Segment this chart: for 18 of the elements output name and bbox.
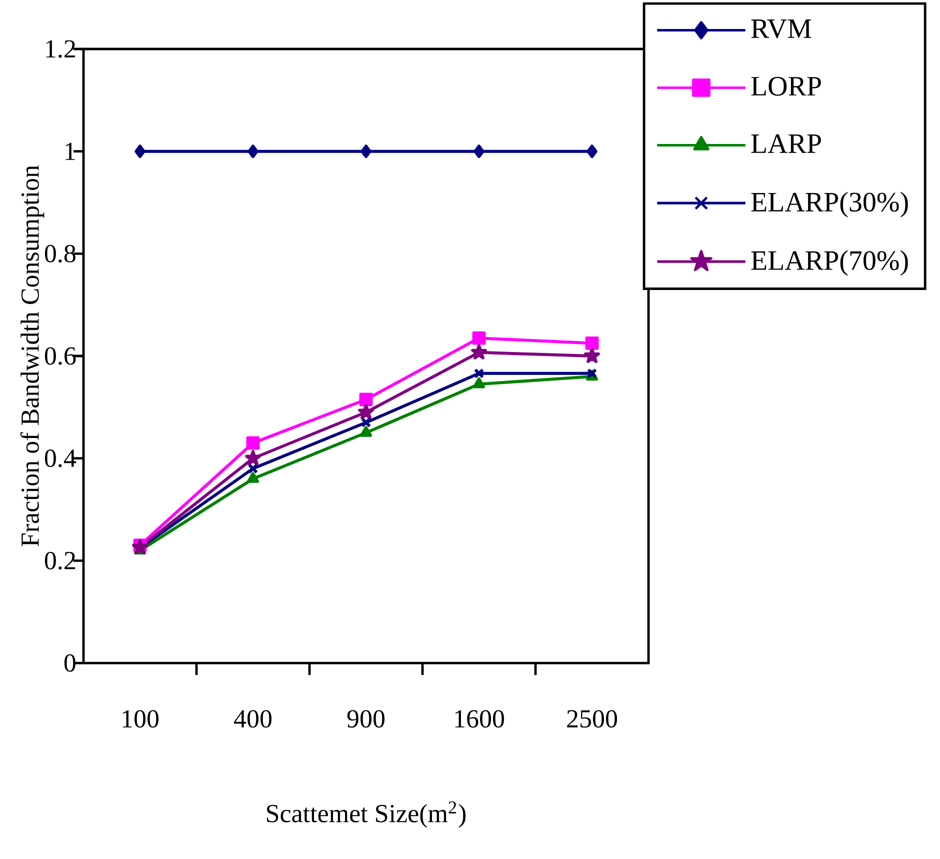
y-axis-title: Fraction of Bandwidth Consumption — [20, 165, 44, 546]
y-tick-label: 1 — [66, 142, 75, 160]
y-tick-label: 1.2 — [46, 40, 76, 58]
y-tick-label: 0.6 — [44, 347, 76, 365]
y-tick-label: 0.2 — [44, 552, 76, 570]
x-axis-title: Scattemet Size(m$^{2}$) — [267, 801, 466, 828]
x-tick-label: 400 — [234, 710, 272, 728]
x-tick-label: 900 — [347, 710, 385, 728]
x-tick-label: 2500 — [567, 710, 618, 728]
legend-label: ELARP(30%) — [751, 192, 908, 218]
legend-label: RVM — [751, 20, 812, 38]
y-tick-label: 0.4 — [44, 450, 76, 468]
legend-label: LORP — [751, 76, 821, 96]
legend-label: LARP — [751, 134, 821, 153]
x-tick-label: 1600 — [455, 710, 504, 728]
legend-label: ELARP(70%) — [751, 250, 908, 276]
y-tick-label: 0.8 — [44, 244, 76, 263]
x-tick-label: 100 — [122, 710, 159, 728]
